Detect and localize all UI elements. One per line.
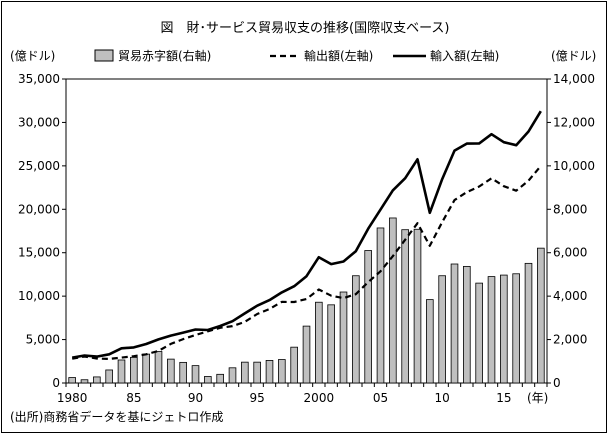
deficit-bar bbox=[438, 275, 446, 384]
legend-swatch-deficit bbox=[94, 49, 114, 62]
left-axis-tick-label: 20,000 bbox=[18, 202, 60, 216]
deficit-bar bbox=[130, 356, 138, 384]
deficit-bar bbox=[413, 228, 422, 384]
x-axis-tick-label: 95 bbox=[250, 391, 265, 405]
right-axis-tick-label: 0 bbox=[553, 376, 561, 390]
deficit-bar bbox=[426, 299, 434, 384]
x-axis-unit: (年) bbox=[527, 391, 548, 405]
right-axis-tick-label: 2,000 bbox=[553, 333, 587, 347]
deficit-bar bbox=[290, 346, 298, 384]
source-note: (出所)商務省データを基にジェトロ作成 bbox=[10, 409, 223, 424]
right-axis-tick-label: 4,000 bbox=[553, 289, 587, 303]
left-axis-unit: (億ドル) bbox=[10, 49, 55, 63]
deficit-bar bbox=[228, 367, 237, 384]
x-axis-tick-label: 05 bbox=[373, 391, 388, 405]
deficit-bar bbox=[241, 361, 249, 384]
deficit-bar bbox=[475, 282, 483, 384]
deficit-bar bbox=[278, 359, 286, 384]
deficit-bar bbox=[315, 301, 323, 384]
left-axis-tick-label: 30,000 bbox=[18, 115, 60, 129]
exports-line bbox=[72, 165, 542, 360]
deficit-bar bbox=[167, 358, 175, 384]
deficit-bar bbox=[500, 274, 508, 384]
deficit-bar bbox=[376, 227, 385, 384]
right-axis-tick-label: 14,000 bbox=[553, 72, 595, 86]
deficit-bar bbox=[339, 291, 348, 384]
deficit-bar bbox=[154, 351, 163, 384]
deficit-bar bbox=[487, 276, 496, 384]
legend-label-exports: 輸出額(左軸) bbox=[304, 48, 373, 63]
deficit-bar bbox=[512, 273, 520, 384]
deficit-bar bbox=[537, 247, 545, 384]
deficit-bar bbox=[524, 262, 533, 384]
left-axis-tick-label: 35,000 bbox=[18, 72, 60, 86]
deficit-bar bbox=[191, 365, 200, 384]
deficit-bar bbox=[117, 359, 126, 384]
right-axis-tick-label: 8,000 bbox=[553, 202, 587, 216]
deficit-bar bbox=[105, 369, 113, 384]
deficit-bar bbox=[401, 229, 409, 384]
deficit-bar bbox=[463, 265, 471, 384]
x-axis-tick-label: 85 bbox=[126, 391, 141, 405]
legend-label-imports: 輸入額(左軸) bbox=[430, 48, 499, 63]
left-axis-tick-label: 10,000 bbox=[18, 289, 60, 303]
deficit-bar bbox=[302, 325, 311, 384]
x-axis-tick-label: 2000 bbox=[304, 391, 335, 405]
right-axis-tick-label: 10,000 bbox=[553, 159, 595, 173]
deficit-bar bbox=[204, 376, 212, 384]
deficit-bar bbox=[265, 360, 274, 384]
deficit-bar bbox=[327, 304, 335, 384]
left-axis-tick-label: 0 bbox=[52, 376, 60, 390]
x-axis-tick-label: 15 bbox=[496, 391, 511, 405]
legend-label-deficit: 貿易赤字額(右軸) bbox=[118, 48, 211, 63]
deficit-bar bbox=[93, 376, 101, 384]
x-axis-tick-label: 1980 bbox=[57, 391, 88, 405]
left-axis-tick-label: 15,000 bbox=[18, 246, 60, 260]
imports-line bbox=[71, 110, 542, 359]
chart-title: 図 財･サービス貿易収支の推移(国際収支ベース) bbox=[161, 21, 450, 36]
deficit-bar bbox=[450, 263, 459, 384]
deficit-bar bbox=[179, 361, 187, 384]
right-axis-tick-label: 6,000 bbox=[553, 246, 587, 260]
deficit-bar bbox=[142, 353, 150, 384]
x-axis-tick-label: 90 bbox=[188, 391, 203, 405]
left-axis-tick-label: 25,000 bbox=[18, 159, 60, 173]
deficit-bar bbox=[253, 361, 261, 384]
x-axis-tick-label: 10 bbox=[435, 391, 450, 405]
left-axis-tick-label: 5,000 bbox=[26, 333, 60, 347]
right-axis-unit: (億ドル) bbox=[551, 49, 596, 63]
deficit-bar bbox=[364, 250, 372, 384]
deficit-bar bbox=[352, 275, 360, 384]
right-axis-tick-label: 12,000 bbox=[553, 115, 595, 129]
deficit-bar bbox=[389, 217, 397, 384]
deficit-bar bbox=[80, 379, 89, 384]
deficit-bar bbox=[68, 377, 76, 384]
deficit-bar bbox=[216, 373, 224, 384]
